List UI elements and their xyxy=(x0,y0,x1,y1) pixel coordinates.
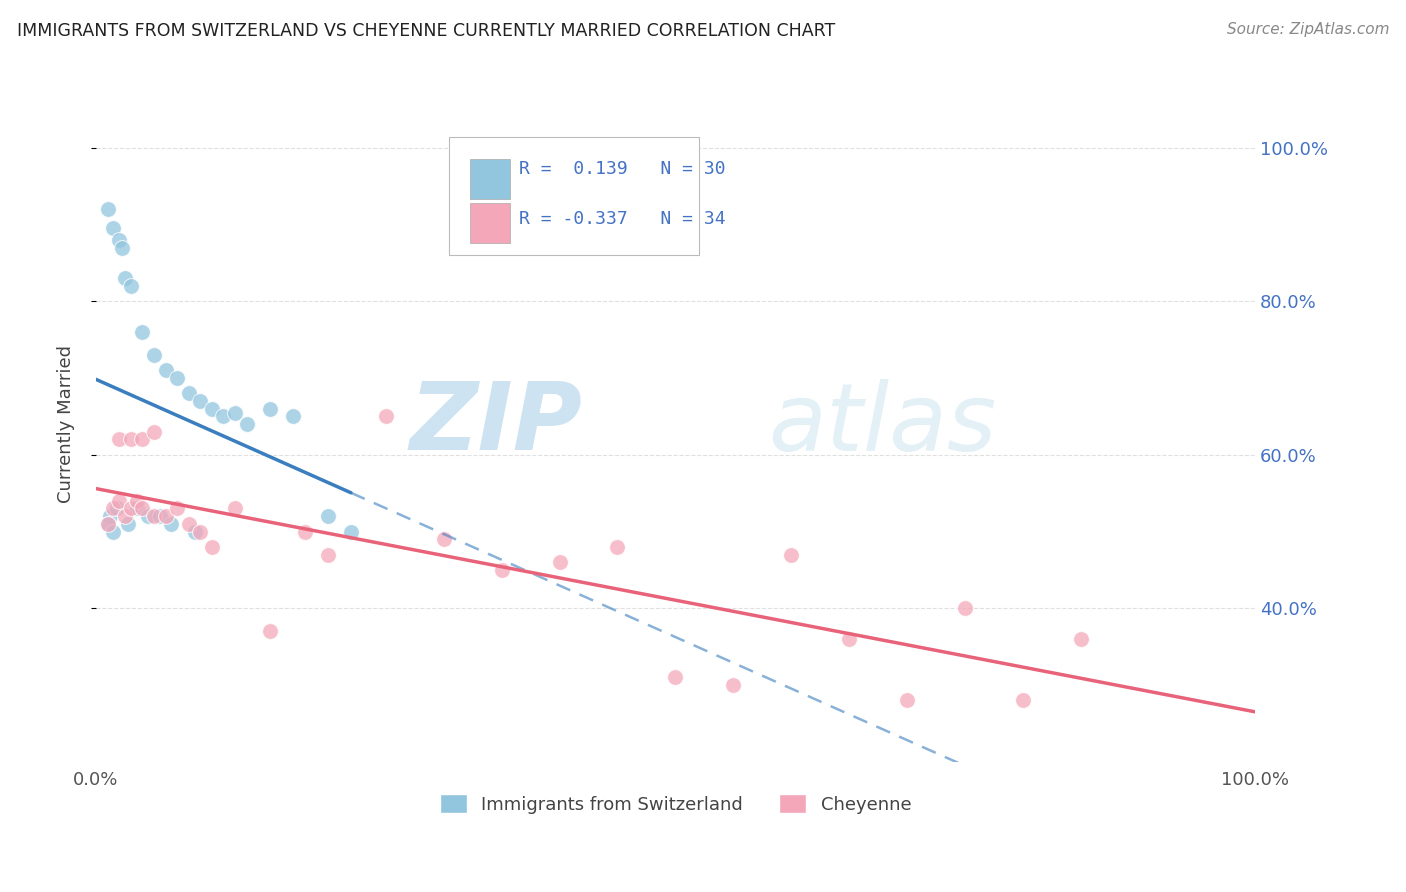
Point xyxy=(224,501,246,516)
Text: ZIP: ZIP xyxy=(411,378,582,470)
Point xyxy=(120,501,142,516)
Point xyxy=(114,509,136,524)
Text: Source: ZipAtlas.com: Source: ZipAtlas.com xyxy=(1226,22,1389,37)
Point xyxy=(723,678,745,692)
Point xyxy=(294,524,316,539)
Point xyxy=(896,693,918,707)
Point xyxy=(98,509,121,524)
Text: R = -0.337   N = 34: R = -0.337 N = 34 xyxy=(519,211,725,228)
FancyBboxPatch shape xyxy=(471,203,510,243)
Point xyxy=(120,433,142,447)
Text: IMMIGRANTS FROM SWITZERLAND VS CHEYENNE CURRENTLY MARRIED CORRELATION CHART: IMMIGRANTS FROM SWITZERLAND VS CHEYENNE … xyxy=(17,22,835,40)
Point xyxy=(177,516,200,531)
Point xyxy=(780,548,803,562)
Point xyxy=(155,509,177,524)
Point xyxy=(664,670,686,684)
Y-axis label: Currently Married: Currently Married xyxy=(58,345,75,503)
Point xyxy=(149,509,172,524)
Point xyxy=(131,433,153,447)
Point xyxy=(1012,693,1035,707)
Point xyxy=(201,540,224,554)
Point xyxy=(259,401,281,416)
Point xyxy=(235,417,257,431)
Point xyxy=(108,433,131,447)
Point xyxy=(374,409,396,424)
Point xyxy=(433,532,456,546)
Point xyxy=(606,540,628,554)
Point xyxy=(155,363,177,377)
Point xyxy=(160,516,183,531)
Point xyxy=(131,325,153,339)
Point xyxy=(97,516,120,531)
Point xyxy=(316,548,339,562)
Point xyxy=(103,501,125,516)
Point xyxy=(114,271,136,285)
Legend: Immigrants from Switzerland, Cheyenne: Immigrants from Switzerland, Cheyenne xyxy=(440,794,911,814)
Point xyxy=(97,202,120,216)
Point xyxy=(103,524,125,539)
Point xyxy=(166,501,188,516)
FancyBboxPatch shape xyxy=(450,137,699,255)
Point xyxy=(120,279,142,293)
Point xyxy=(110,241,132,255)
Point xyxy=(97,516,120,531)
Point xyxy=(1070,632,1092,646)
Point xyxy=(224,406,246,420)
Point xyxy=(188,394,211,409)
Point xyxy=(212,409,235,424)
Point xyxy=(340,524,363,539)
Point xyxy=(142,509,165,524)
FancyBboxPatch shape xyxy=(471,160,510,199)
Point xyxy=(188,524,211,539)
Point xyxy=(201,401,224,416)
Point xyxy=(259,624,281,639)
Point xyxy=(103,221,125,235)
Point xyxy=(131,501,153,516)
Point xyxy=(316,509,339,524)
Point xyxy=(183,524,205,539)
Point xyxy=(136,509,159,524)
Point xyxy=(108,233,131,247)
Point xyxy=(105,501,128,516)
Point xyxy=(281,409,304,424)
Point xyxy=(125,493,148,508)
Point xyxy=(953,601,976,615)
Point xyxy=(177,386,200,401)
Point xyxy=(142,425,165,439)
Point xyxy=(166,371,188,385)
Point xyxy=(117,516,139,531)
Point xyxy=(108,493,131,508)
Point xyxy=(142,348,165,362)
Text: R =  0.139   N = 30: R = 0.139 N = 30 xyxy=(519,160,725,178)
Point xyxy=(838,632,860,646)
Point xyxy=(491,563,513,577)
Point xyxy=(548,555,571,569)
Point xyxy=(125,501,148,516)
Text: atlas: atlas xyxy=(768,378,997,469)
